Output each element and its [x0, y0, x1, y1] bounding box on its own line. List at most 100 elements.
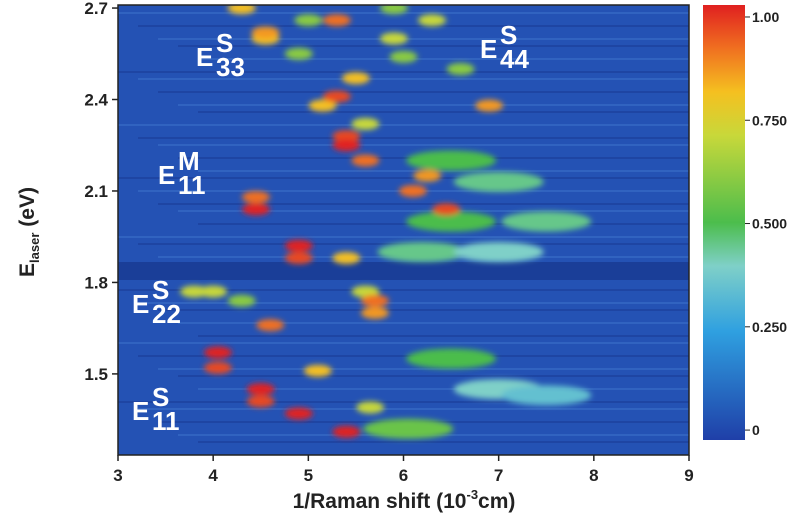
- y-tick-label: 1.5: [84, 365, 108, 384]
- heat-spot: [446, 63, 475, 76]
- heat-spot: [256, 319, 285, 332]
- heat-spot: [418, 14, 447, 27]
- heat-spot: [360, 306, 389, 319]
- stripe: [158, 309, 689, 311]
- stripe: [198, 388, 689, 390]
- stripe: [118, 401, 689, 403]
- x-tick-label: 8: [589, 466, 598, 485]
- heat-spot: [501, 385, 592, 406]
- stripe: [158, 144, 689, 146]
- y-label-sub: laser: [27, 233, 42, 263]
- annotation: E: [158, 160, 175, 190]
- heat-spot: [379, 32, 408, 45]
- stripe: [178, 322, 689, 324]
- heat-spot: [360, 294, 389, 307]
- y-label-tail: (eV): [16, 187, 39, 233]
- heat-spot: [199, 285, 228, 298]
- heat-spot: [241, 203, 270, 216]
- heat-spot: [332, 139, 361, 152]
- colorbar-tick-label: 0.500: [752, 216, 787, 232]
- annotation-sub: 11: [152, 406, 180, 436]
- x-tick-label: 6: [399, 466, 408, 485]
- colorbar-tick-label: 1.00: [752, 9, 779, 25]
- heat-spot: [284, 252, 313, 265]
- heat-spot: [246, 383, 275, 396]
- heat-spot: [203, 361, 232, 374]
- y-tick-label: 2.4: [84, 91, 108, 110]
- heat-spot: [356, 401, 385, 414]
- heat-spot: [377, 241, 468, 262]
- x-axis-label: 1/Raman shift (10-3cm): [293, 487, 516, 513]
- annotation-sup: S: [152, 275, 169, 305]
- annotation-sup: S: [500, 20, 517, 50]
- stripe: [198, 58, 689, 60]
- heat-spot: [475, 99, 504, 112]
- annotation-sub: 33: [216, 52, 245, 82]
- heat-spot: [203, 346, 232, 359]
- stripe: [178, 434, 689, 436]
- stripe: [178, 45, 689, 47]
- heat-spot: [227, 5, 256, 15]
- colorbar-tick-label: 0.750: [752, 112, 787, 128]
- heat-spot: [453, 241, 544, 262]
- heat-spot: [332, 425, 361, 438]
- heat-spot: [322, 14, 351, 27]
- heat-spot: [406, 348, 497, 369]
- stripe: [138, 302, 689, 304]
- heat-spot: [351, 117, 380, 130]
- heat-spot: [406, 150, 497, 171]
- heat-spot: [251, 26, 280, 39]
- annotation-sub: 22: [152, 299, 181, 329]
- heat-spot: [432, 203, 461, 216]
- colorbar: [703, 5, 745, 440]
- annotation-sub: 44: [500, 44, 529, 74]
- heat-spot: [308, 99, 337, 112]
- stripe: [158, 91, 689, 93]
- annotation: E: [132, 396, 149, 426]
- heat-spot: [294, 14, 323, 27]
- stripe: [198, 170, 689, 172]
- heat-spot: [284, 407, 313, 420]
- heat-spot: [389, 50, 418, 63]
- heat-spot: [363, 418, 454, 439]
- stripe: [198, 441, 689, 443]
- stripe: [138, 25, 689, 27]
- colorbar-tick-label: 0: [752, 422, 760, 438]
- stripe: [158, 368, 689, 370]
- stripe: [158, 203, 689, 205]
- heat-spot: [246, 395, 275, 408]
- stripe: [158, 38, 689, 40]
- heat-spot: [284, 239, 313, 252]
- heat-spot: [501, 211, 592, 232]
- stripe: [118, 71, 689, 73]
- heat-spot: [332, 252, 361, 265]
- x-tick-label: 3: [113, 466, 122, 485]
- colorbar-tick-label: 0.250: [752, 319, 787, 335]
- stripe: [138, 78, 689, 80]
- annotation-sup: M: [178, 146, 200, 176]
- heat-spot: [413, 169, 442, 182]
- heat-spot: [399, 184, 428, 197]
- annotation-sup: S: [216, 28, 233, 58]
- stripe: [118, 177, 689, 179]
- x-label-sup: -3: [466, 487, 478, 502]
- heat-spot: [284, 47, 313, 60]
- stripe: [118, 236, 689, 238]
- stripe: [178, 104, 689, 106]
- annotation-sup: S: [152, 382, 169, 412]
- stripe: [178, 375, 689, 377]
- heat-spot: [406, 211, 497, 232]
- x-label-text: 1/Raman shift (10: [293, 490, 467, 513]
- x-tick-label: 4: [208, 466, 218, 485]
- stripe: [198, 111, 689, 113]
- stripe: [198, 335, 689, 337]
- stripe: [118, 289, 689, 291]
- stripe: [138, 408, 689, 410]
- x-tick-label: 5: [304, 466, 313, 485]
- stripe: [118, 262, 689, 280]
- y-tick-label: 1.8: [84, 273, 108, 292]
- y-label-text: E: [16, 263, 39, 277]
- heat-spot: [227, 294, 256, 307]
